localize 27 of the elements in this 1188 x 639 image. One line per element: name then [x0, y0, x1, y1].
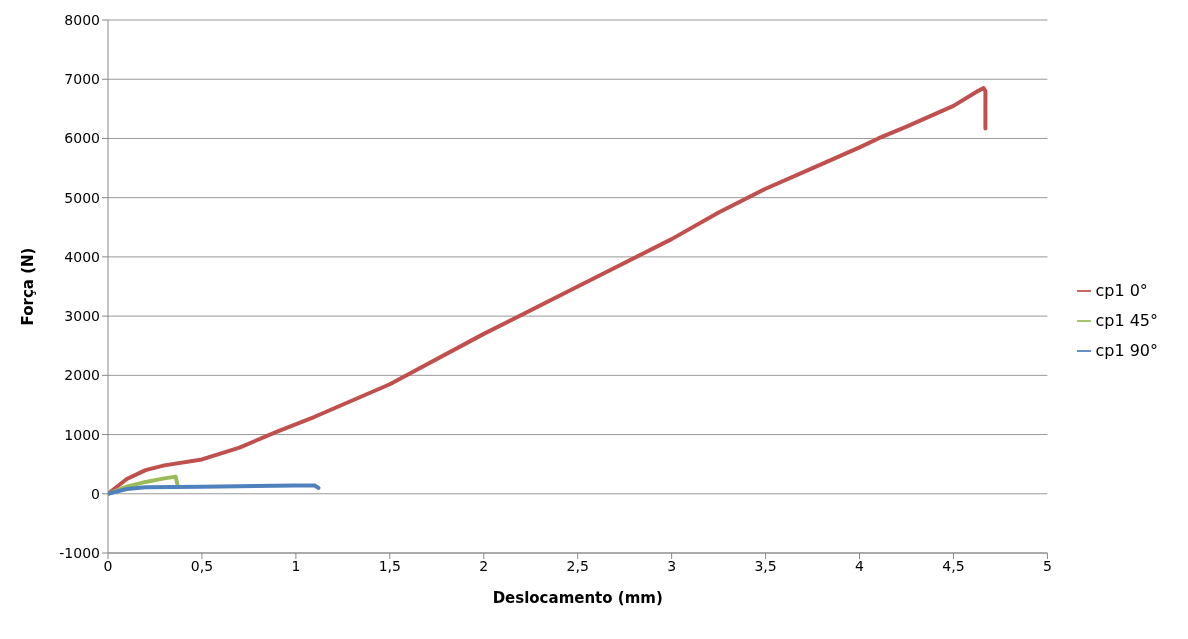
y-tick-label: 6000 [64, 130, 100, 147]
y-tick-label: 7000 [64, 71, 100, 88]
x-tick-label: 5 [1042, 557, 1052, 574]
x-tick-label: 4 [855, 557, 865, 574]
y-tick-label: -1000 [59, 544, 100, 561]
x-tick-label: 1,5 [378, 557, 401, 574]
y-tick-label: 4000 [64, 248, 100, 265]
y-tick-label: 3000 [64, 308, 100, 325]
x-tick-label: 0 [103, 557, 113, 574]
x-tick-label: 1 [291, 557, 301, 574]
y-tick-label: 0 [91, 485, 100, 502]
x-tick-label: 0,5 [190, 557, 214, 574]
x-tick-label: 3,5 [754, 557, 777, 574]
x-tick-label: 3 [667, 557, 677, 574]
y-axis-title: Força (N) [19, 247, 38, 326]
legend-label: cp1 90° [1095, 340, 1158, 360]
line-series [108, 483, 321, 496]
x-tick-label: 2 [479, 557, 489, 574]
x-tick-label: 4,5 [942, 557, 965, 574]
y-tick-label: 5000 [64, 189, 100, 206]
x-tick-label: 2,5 [566, 557, 589, 574]
x-axis-title: Deslocamento (mm) [492, 589, 663, 607]
y-tick-label: 2000 [64, 367, 100, 384]
y-tick-label: 8000 [64, 11, 100, 28]
y-tick-label: 1000 [64, 426, 100, 443]
legend-label: cp1 0° [1095, 280, 1148, 300]
legend-label: cp1 45° [1095, 310, 1158, 330]
